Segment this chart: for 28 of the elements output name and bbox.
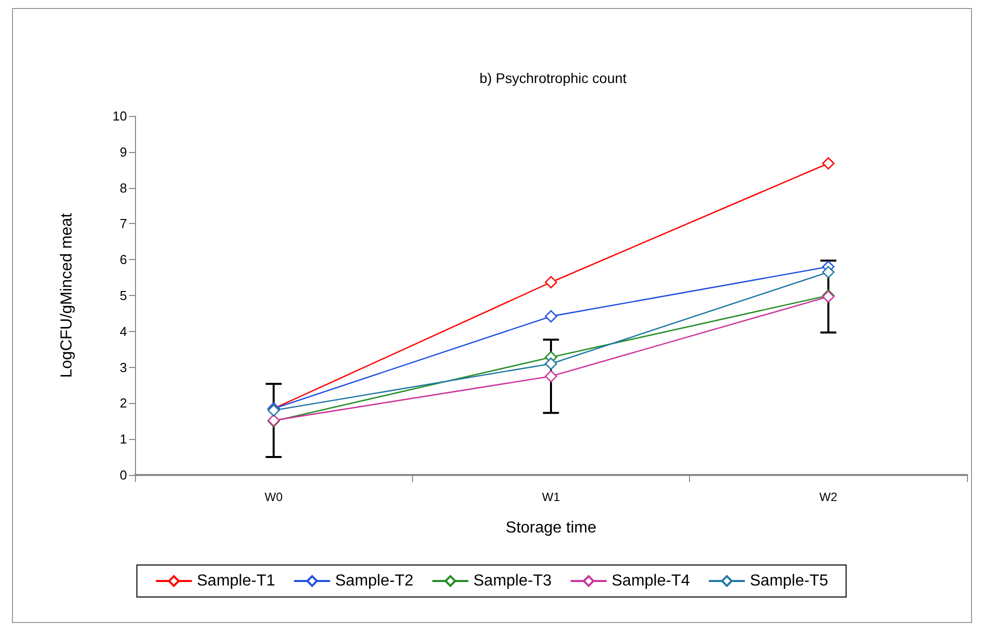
point <box>822 157 834 170</box>
y-tick-label: 8 <box>120 180 127 196</box>
point <box>544 370 558 382</box>
x-tick-label: W0 <box>264 490 283 504</box>
x-tick-label: W2 <box>819 490 838 504</box>
y-tick-label: 3 <box>120 360 127 375</box>
y-tick-label: 10 <box>112 108 127 124</box>
chart-title: b) Psychrotrophic count <box>479 70 627 86</box>
point <box>544 310 558 322</box>
legend-label: Sample-T4 <box>612 572 690 590</box>
y-tick-label: 7 <box>120 216 127 232</box>
x-axis-title: Storage time <box>506 520 596 536</box>
y-tick-label: 2 <box>120 396 127 411</box>
y-axis-title: LogCFU/gMinced meat <box>58 212 76 378</box>
y-tick-label: 9 <box>120 144 127 160</box>
y-tick-label: 5 <box>120 288 127 303</box>
legend-label: Sample-T3 <box>473 572 552 590</box>
point <box>822 266 834 278</box>
y-tick-label: 4 <box>120 324 127 339</box>
y-tick-label: 6 <box>120 252 127 268</box>
legend-label: Sample-T5 <box>750 572 828 590</box>
legend-label: Sample-T2 <box>335 572 414 590</box>
y-tick-label: 0 <box>120 468 127 482</box>
legend-label: Sample-T1 <box>196 572 276 590</box>
y-tick-label: 1 <box>120 432 127 447</box>
point <box>544 358 558 370</box>
x-tick-label: W1 <box>542 490 560 504</box>
point <box>544 276 558 288</box>
